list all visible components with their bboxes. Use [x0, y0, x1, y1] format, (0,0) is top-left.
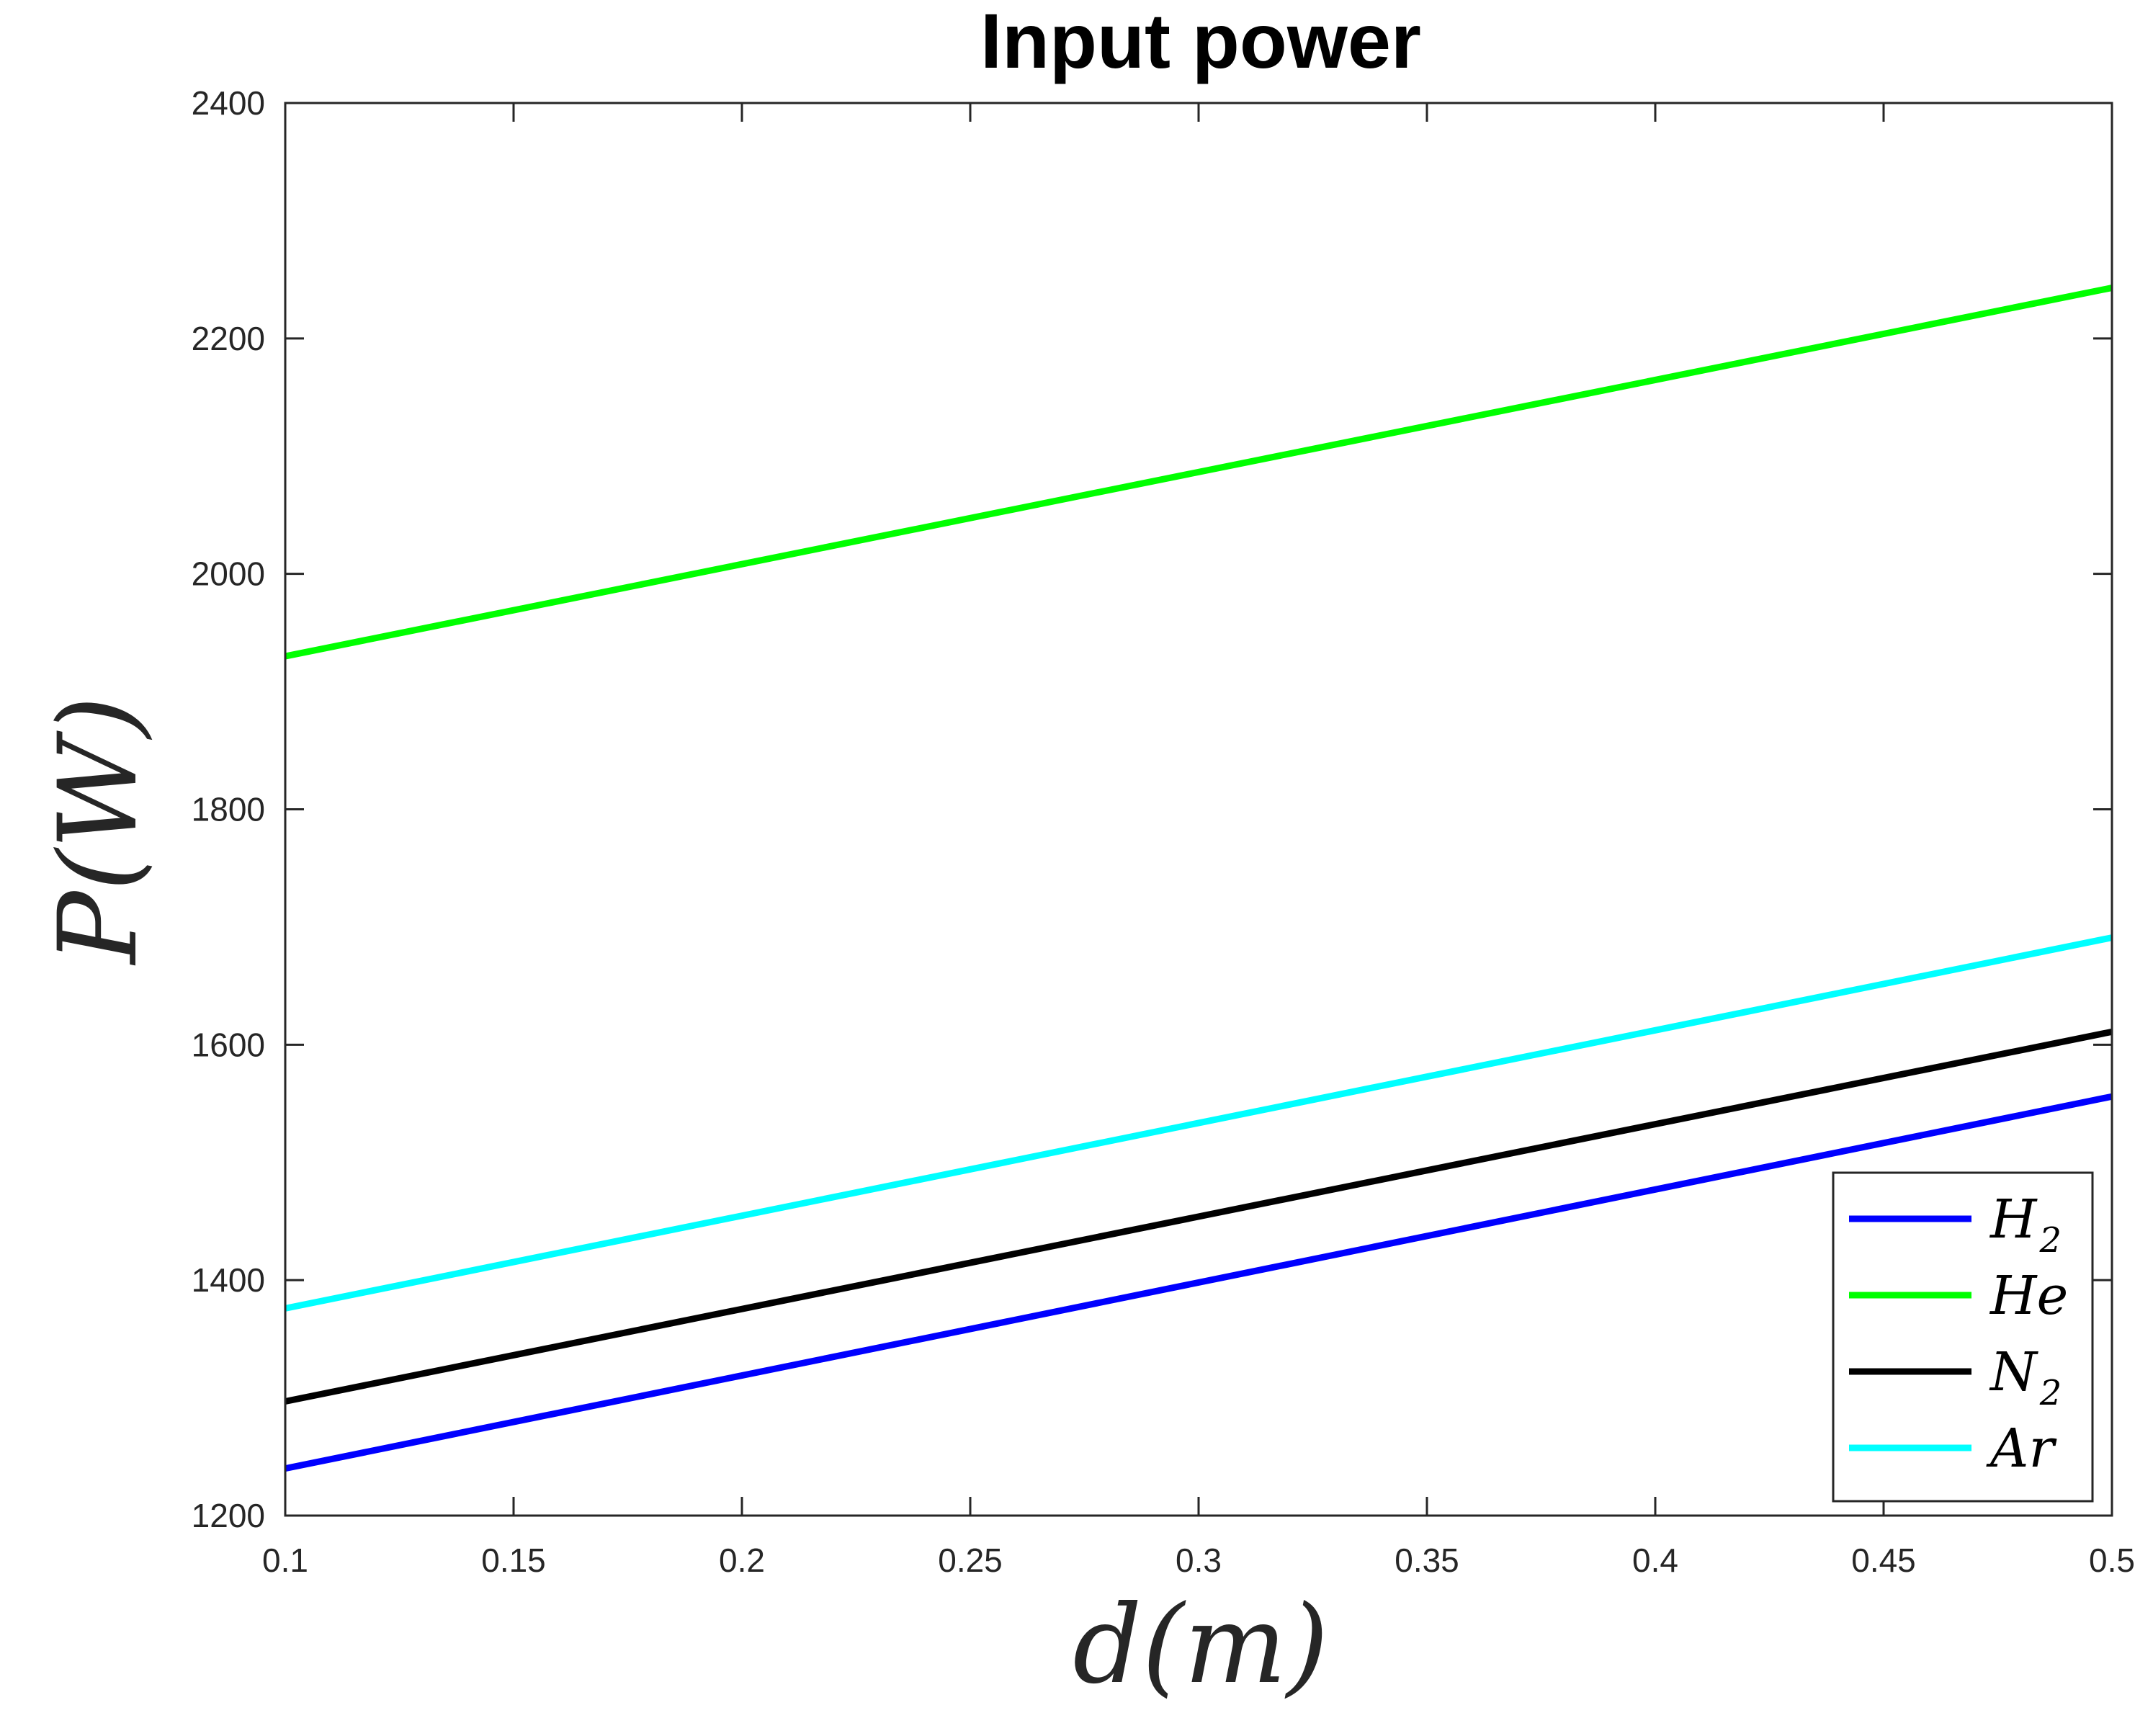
- legend-label: Ar: [1986, 1418, 2057, 1480]
- x-tick-label: 0.4: [1632, 1542, 1678, 1579]
- y-tick-label: 1800: [192, 791, 265, 828]
- x-tick-label: 0.3: [1176, 1542, 1222, 1579]
- plot-area-frame: [284, 102, 2113, 1517]
- y-tick-label: 2000: [192, 555, 265, 593]
- x-axis-ticks: 0.1 0.15 0.2 0.25 0.3 0.35 0.4 0.45 0.5: [262, 103, 2135, 1579]
- x-tick-label: 0.45: [1851, 1542, 1916, 1579]
- series-line-n2: [285, 1028, 2113, 1405]
- x-tick-label: 0.2: [719, 1542, 765, 1579]
- y-tick-label: 2200: [192, 320, 265, 357]
- x-tick-label: 0.25: [938, 1542, 1003, 1579]
- chart-title: Input power: [980, 0, 1421, 84]
- x-tick-label: 0.5: [2089, 1542, 2135, 1579]
- y-axis-ticks: 1200 1400 1600 1800 2000 2200 2400: [192, 84, 2112, 1534]
- y-tick-label: 1600: [192, 1026, 265, 1063]
- x-tick-label: 0.15: [481, 1542, 546, 1579]
- legend-label: He: [1989, 1265, 2068, 1327]
- x-tick-label: 0.35: [1395, 1542, 1459, 1579]
- series-line-he: [285, 285, 2113, 660]
- y-tick-label: 1200: [192, 1497, 265, 1534]
- y-axis-label: P(W): [36, 696, 161, 966]
- series-line-ar: [285, 934, 2113, 1312]
- series-line-h2: [285, 1093, 2113, 1472]
- x-tick-label: 0.1: [262, 1542, 308, 1579]
- plot-lines: [285, 285, 2113, 1472]
- y-tick-label: 2400: [192, 84, 265, 122]
- y-tick-label: 1400: [192, 1261, 265, 1299]
- x-axis-label: d(m): [1073, 1583, 1328, 1708]
